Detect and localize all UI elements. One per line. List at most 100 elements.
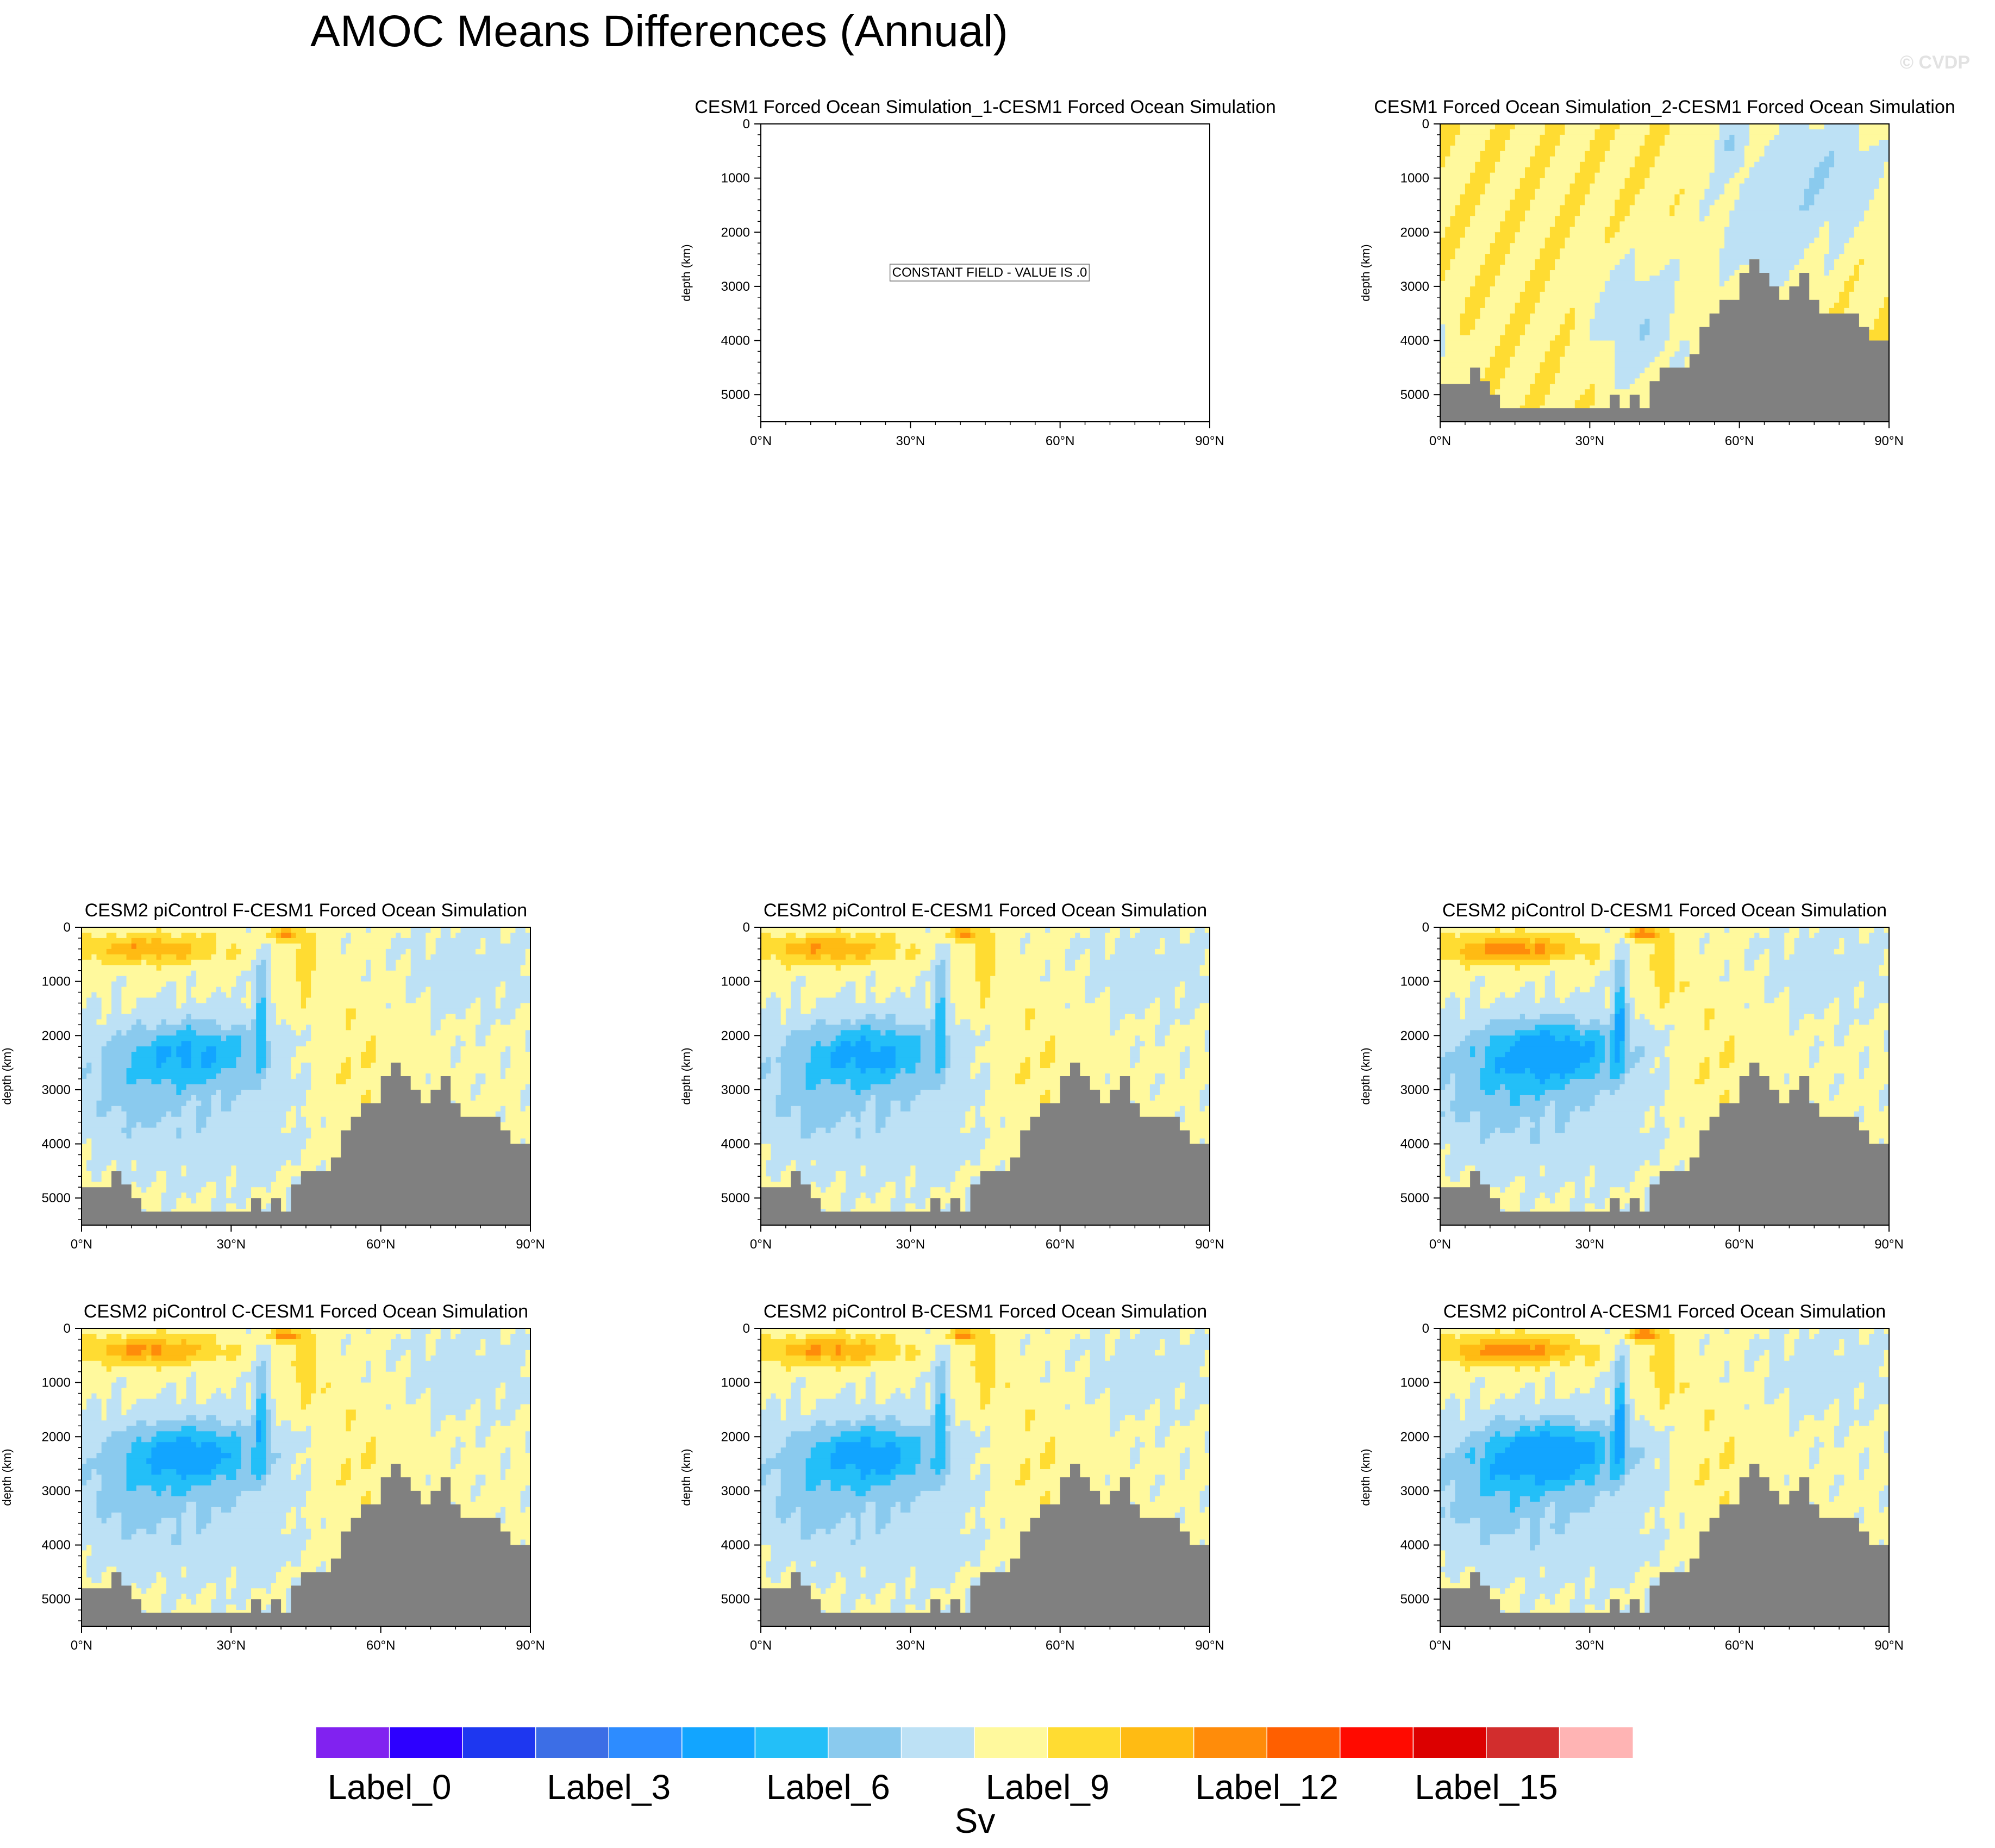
panel-p1: CESM1 Forced Ocean Simulation_1-CESM1 Fo…: [679, 97, 1276, 448]
y-tick-label: 5000: [1400, 1191, 1429, 1206]
panel-p4: CESM2 piControl E-CESM1 Forced Ocean Sim…: [679, 900, 1224, 1252]
x-tick-label: 30°N: [896, 434, 925, 448]
x-tick-label: 30°N: [896, 1638, 925, 1653]
panel-title: CESM1 Forced Ocean Simulation_1-CESM1 Fo…: [695, 97, 1276, 117]
bathymetry-land: [1440, 1063, 1889, 1225]
y-tick-label: 5000: [42, 1191, 71, 1206]
y-axis-label: depth (km): [679, 1449, 693, 1506]
y-tick-label: 4000: [721, 1137, 750, 1152]
x-tick-label: 0°N: [71, 1638, 92, 1653]
x-tick-label: 60°N: [1046, 1638, 1075, 1653]
x-tick-label: 60°N: [1046, 1237, 1075, 1252]
x-tick-label: 90°N: [1874, 1638, 1904, 1653]
colorbar-swatch: [1559, 1727, 1633, 1758]
y-tick-label: 1000: [721, 1376, 750, 1390]
y-axis-label: depth (km): [0, 1449, 14, 1506]
y-tick-label: 2000: [721, 1028, 750, 1043]
y-tick-label: 4000: [1400, 1137, 1429, 1152]
bathymetry-land: [1440, 259, 1889, 422]
y-axis-label: depth (km): [1359, 1449, 1372, 1506]
y-tick-label: 5000: [721, 1191, 750, 1206]
x-tick-label: 0°N: [1429, 1237, 1451, 1252]
y-tick-label: 2000: [42, 1429, 71, 1444]
y-axis-label: depth (km): [679, 244, 693, 301]
y-tick-label: 0: [743, 117, 750, 132]
colorbar-label: Label_0: [328, 1768, 452, 1807]
bathymetry-land: [761, 1464, 1210, 1626]
y-tick-label: 3000: [721, 1484, 750, 1499]
bathymetry-land: [82, 1063, 530, 1225]
y-tick-label: 5000: [1400, 1592, 1429, 1607]
x-tick-label: 0°N: [750, 1237, 772, 1252]
colorbar-label: Label_3: [547, 1768, 671, 1807]
x-tick-label: 30°N: [1575, 1638, 1605, 1653]
colorbar-label: Label_9: [986, 1768, 1110, 1807]
y-tick-label: 4000: [1400, 1538, 1429, 1553]
x-tick-label: 0°N: [71, 1237, 92, 1252]
y-tick-label: 0: [743, 920, 750, 935]
y-tick-label: 1000: [42, 975, 71, 989]
colorbar-swatch: [389, 1727, 463, 1758]
y-axis-label: depth (km): [0, 1047, 14, 1104]
y-tick-label: 3000: [721, 279, 750, 294]
y-tick-label: 2000: [1400, 1429, 1429, 1444]
y-tick-label: 0: [743, 1321, 750, 1336]
y-tick-label: 2000: [1400, 1028, 1429, 1043]
panel-title: CESM2 piControl F-CESM1 Forced Ocean Sim…: [85, 900, 527, 921]
x-tick-label: 60°N: [1046, 434, 1075, 448]
panel-title: CESM2 piControl C-CESM1 Forced Ocean Sim…: [84, 1301, 528, 1322]
x-tick-label: 90°N: [1195, 434, 1224, 448]
y-tick-label: 4000: [721, 334, 750, 348]
colorbar-swatch: [681, 1727, 755, 1758]
colorbar-label: Label_6: [766, 1768, 890, 1807]
x-tick-label: 30°N: [1575, 434, 1605, 448]
y-tick-label: 0: [1422, 117, 1429, 132]
bathymetry-land: [761, 1063, 1210, 1225]
panel-p8: CESM2 piControl A-CESM1 Forced Ocean Sim…: [1359, 1301, 1904, 1653]
y-tick-label: 0: [64, 920, 71, 935]
y-tick-label: 3000: [1400, 279, 1429, 294]
panel-title: CESM2 piControl B-CESM1 Forced Ocean Sim…: [764, 1301, 1207, 1322]
colorbar-swatch: [316, 1727, 390, 1758]
colorbar-label: Label_12: [1196, 1768, 1339, 1807]
y-tick-label: 4000: [721, 1538, 750, 1553]
colorbar-swatch: [1267, 1727, 1341, 1758]
y-tick-label: 0: [1422, 920, 1429, 935]
cvdp-watermark: © CVDP: [1900, 52, 1970, 73]
y-tick-label: 0: [64, 1321, 71, 1336]
y-axis-label: depth (km): [1359, 244, 1372, 301]
x-tick-label: 60°N: [1725, 434, 1754, 448]
y-tick-label: 5000: [721, 1592, 750, 1607]
colorbar-swatch: [535, 1727, 609, 1758]
y-tick-label: 5000: [1400, 388, 1429, 402]
y-tick-label: 4000: [42, 1538, 71, 1553]
panel-title: CESM2 piControl D-CESM1 Forced Ocean Sim…: [1442, 900, 1887, 921]
x-tick-label: 60°N: [366, 1237, 396, 1252]
y-tick-label: 1000: [1400, 975, 1429, 989]
constant-field-box: [889, 264, 1090, 282]
x-tick-label: 0°N: [1429, 1638, 1451, 1653]
x-tick-label: 30°N: [1575, 1237, 1605, 1252]
panel-p3: CESM2 piControl F-CESM1 Forced Ocean Sim…: [0, 900, 545, 1252]
panel-p2: CESM1 Forced Ocean Simulation_2-CESM1 Fo…: [1359, 97, 1955, 448]
y-tick-label: 3000: [1400, 1083, 1429, 1097]
panel-p7: CESM2 piControl B-CESM1 Forced Ocean Sim…: [679, 1301, 1224, 1653]
panel-title: CESM2 piControl A-CESM1 Forced Ocean Sim…: [1443, 1301, 1886, 1322]
colorbar-units: Sv: [955, 1801, 996, 1840]
y-tick-label: 5000: [721, 388, 750, 402]
bathymetry-land: [1440, 1464, 1889, 1626]
y-tick-label: 0: [1422, 1321, 1429, 1336]
x-tick-label: 60°N: [1725, 1638, 1754, 1653]
panel-p6: CESM2 piControl C-CESM1 Forced Ocean Sim…: [0, 1301, 545, 1653]
colorbar-swatch: [901, 1727, 975, 1758]
y-axis-label: depth (km): [679, 1047, 693, 1104]
x-tick-label: 90°N: [1874, 1237, 1904, 1252]
y-tick-label: 4000: [42, 1137, 71, 1152]
y-tick-label: 1000: [1400, 1376, 1429, 1390]
x-tick-label: 90°N: [516, 1638, 545, 1653]
y-tick-label: 1000: [1400, 171, 1429, 186]
colorbar-swatch: [1486, 1727, 1560, 1758]
figure-title: AMOC Means Differences (Annual): [310, 7, 1008, 56]
panel-title: CESM2 piControl E-CESM1 Forced Ocean Sim…: [764, 900, 1207, 921]
